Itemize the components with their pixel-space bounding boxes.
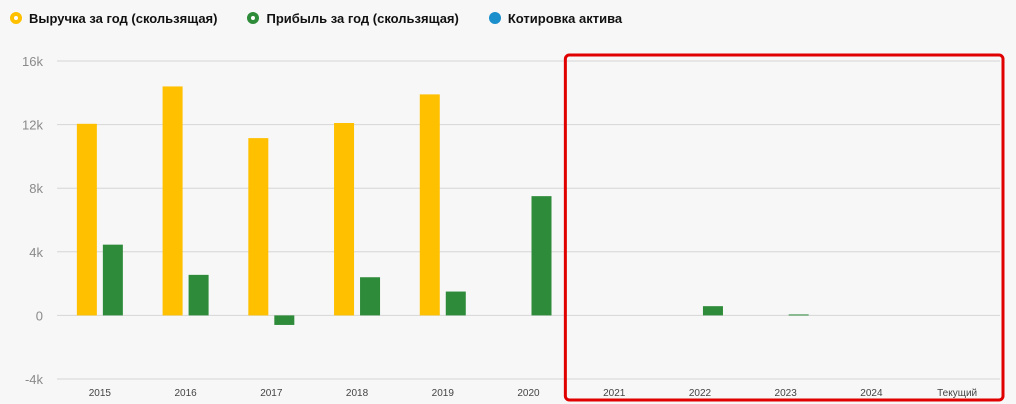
x-tick-label: 2024: [860, 388, 883, 399]
x-tick-label: 2021: [603, 388, 626, 399]
legend-item-quote[interactable]: Котировка актива: [488, 10, 623, 26]
profit-bar: [188, 274, 209, 316]
profit-bar: [531, 196, 552, 316]
x-tick-label: 2022: [689, 388, 712, 399]
legend-profit-marker-icon: [247, 12, 260, 24]
profit-bar: [445, 291, 466, 316]
revenue-bar: [162, 86, 183, 316]
y-tick-label: 16k: [22, 54, 43, 69]
legend: Выручка за год (скользящая) Прибыль за г…: [10, 8, 622, 28]
profit-bar: [360, 277, 381, 316]
x-tick-label: 2018: [346, 388, 369, 399]
highlight-frame: [563, 53, 1005, 402]
y-tick-label: 12k: [22, 118, 43, 133]
y-tick-label: 4k: [29, 245, 43, 260]
grid-lines: [57, 60, 1000, 380]
x-tick-label: 2017: [260, 388, 283, 399]
x-tick-label: Текущий: [937, 388, 977, 399]
x-tick-label: 2020: [517, 388, 540, 399]
y-tick-label: 8k: [29, 181, 43, 196]
profit-bar: [274, 315, 295, 325]
y-tick-label: -4k: [25, 372, 44, 387]
x-tick-label: 2023: [775, 388, 798, 399]
legend-profit-label: Прибыль за год (скользящая): [266, 10, 459, 26]
profit-bar: [788, 314, 809, 316]
revenue-bar: [248, 138, 269, 316]
legend-item-profit[interactable]: Прибыль за год (скользящая): [247, 10, 459, 26]
profit-bar: [102, 244, 123, 316]
legend-revenue-label: Выручка за год (скользящая): [29, 10, 218, 26]
y-axis-labels: -4k 0 4k 8k 12k 16k: [22, 54, 43, 387]
x-tick-label: 2015: [89, 388, 112, 399]
legend-revenue-marker-icon: [10, 12, 22, 24]
revenue-bar: [419, 94, 440, 316]
bars: [76, 86, 809, 325]
x-tick-label: 2019: [432, 388, 455, 399]
legend-quote-label: Котировка актива: [507, 10, 623, 26]
revenue-bar: [334, 123, 355, 316]
legend-item-revenue[interactable]: Выручка за год (скользящая): [10, 11, 217, 26]
legend-quote-marker-icon: [488, 12, 501, 24]
x-axis-labels: 2015 2016 2017 2018 2019 2020 2021 2022 2023 2024…: [89, 388, 977, 399]
profit-bar: [702, 306, 723, 316]
x-tick-label: 2016: [174, 388, 197, 399]
y-tick-label: 0: [36, 308, 43, 323]
revenue-bar: [76, 123, 97, 316]
